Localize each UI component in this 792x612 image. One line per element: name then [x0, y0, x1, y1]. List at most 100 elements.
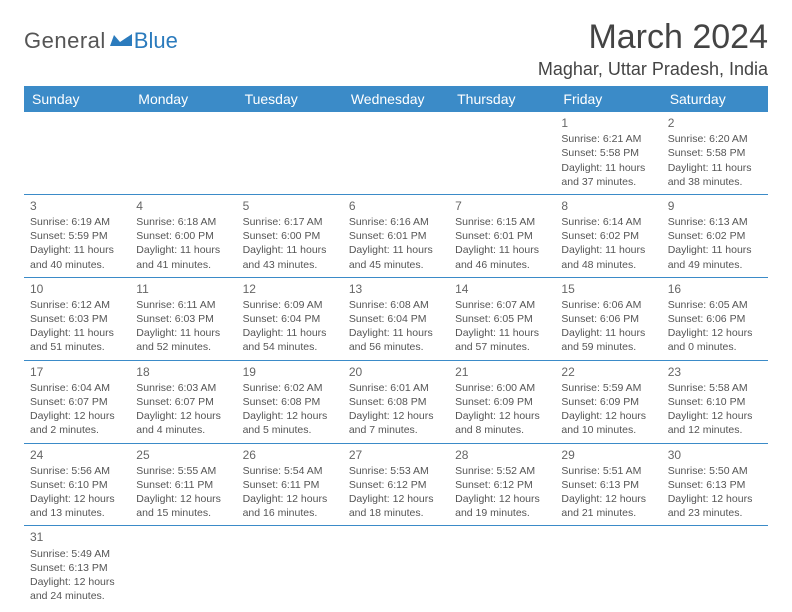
sunrise-line: Sunrise: 6:21 AM: [561, 132, 655, 146]
day-number: 1: [561, 115, 655, 131]
calendar-day-cell: 21Sunrise: 6:00 AMSunset: 6:09 PMDayligh…: [449, 360, 555, 443]
day-number: 3: [30, 198, 124, 214]
sunset-line: Sunset: 6:04 PM: [243, 312, 337, 326]
day-number: 14: [455, 281, 549, 297]
calendar-day-cell: 19Sunrise: 6:02 AMSunset: 6:08 PMDayligh…: [237, 360, 343, 443]
sunrise-line: Sunrise: 6:04 AM: [30, 381, 124, 395]
calendar-day-cell: [449, 112, 555, 194]
day-number: 26: [243, 447, 337, 463]
sunset-line: Sunset: 6:05 PM: [455, 312, 549, 326]
sunrise-line: Sunrise: 6:08 AM: [349, 298, 443, 312]
sunrise-line: Sunrise: 6:20 AM: [668, 132, 762, 146]
calendar-day-cell: 1Sunrise: 6:21 AMSunset: 5:58 PMDaylight…: [555, 112, 661, 194]
sunset-line: Sunset: 6:11 PM: [243, 478, 337, 492]
sunset-line: Sunset: 6:12 PM: [349, 478, 443, 492]
daylight-line: Daylight: 12 hours and 18 minutes.: [349, 492, 443, 520]
daylight-line: Daylight: 11 hours and 54 minutes.: [243, 326, 337, 354]
day-number: 13: [349, 281, 443, 297]
day-number: 4: [136, 198, 230, 214]
sunrise-line: Sunrise: 5:51 AM: [561, 464, 655, 478]
day-number: 31: [30, 529, 124, 545]
calendar-day-cell: [343, 112, 449, 194]
sunrise-line: Sunrise: 5:49 AM: [30, 547, 124, 561]
calendar-week-row: 10Sunrise: 6:12 AM Sunset: 6:03 PM Dayligh…: [24, 277, 768, 360]
day-number: 7: [455, 198, 549, 214]
sunset-line: Sunset: 6:04 PM: [349, 312, 443, 326]
sunrise-line: Sunrise: 6:05 AM: [668, 298, 762, 312]
sunset-line: Sunset: 6:10 PM: [668, 395, 762, 409]
daylight-line: Daylight: 11 hours and 59 minutes.: [561, 326, 655, 354]
sunset-line: Sunset: 6:02 PM: [668, 229, 762, 243]
daylight-line: Daylight: 12 hours and 24 minutes.: [30, 575, 124, 603]
calendar-day-cell: 7Sunrise: 6:15 AMSunset: 6:01 PMDaylight…: [449, 194, 555, 277]
sunrise-line: Sunrise: 6:07 AM: [455, 298, 549, 312]
day-number: 10: [30, 281, 124, 297]
calendar-day-cell: 26Sunrise: 5:54 AMSunset: 6:11 PMDayligh…: [237, 443, 343, 526]
calendar-day-cell: 23Sunrise: 5:58 AMSunset: 6:10 PMDayligh…: [662, 360, 768, 443]
calendar-day-cell: [24, 112, 130, 194]
day-number: 25: [136, 447, 230, 463]
calendar-day-cell: 10Sunrise: 6:12 AMSunset: 6:03 PMDayligh…: [24, 277, 130, 360]
sunrise-line: Sunrise: 6:15 AM: [455, 215, 549, 229]
daylight-line: Daylight: 11 hours and 37 minutes.: [561, 161, 655, 189]
sunset-line: Sunset: 6:08 PM: [243, 395, 337, 409]
sunrise-line: Sunrise: 6:14 AM: [561, 215, 655, 229]
sunrise-line: Sunrise: 6:00 AM: [455, 381, 549, 395]
calendar-day-cell: 3Sunrise: 6:19 AMSunset: 5:59 PMDaylight…: [24, 194, 130, 277]
calendar-day-cell: [449, 526, 555, 608]
calendar-body: 1Sunrise: 6:21 AMSunset: 5:58 PMDaylight…: [24, 112, 768, 608]
calendar-day-cell: [130, 112, 236, 194]
day-number: 19: [243, 364, 337, 380]
calendar-day-cell: 30Sunrise: 5:50 AMSunset: 6:13 PMDayligh…: [662, 443, 768, 526]
calendar-day-cell: [343, 526, 449, 608]
sunrise-line: Sunrise: 6:12 AM: [30, 298, 124, 312]
calendar-day-cell: 25Sunrise: 5:55 AMSunset: 6:11 PMDayligh…: [130, 443, 236, 526]
sunrise-line: Sunrise: 5:55 AM: [136, 464, 230, 478]
sunset-line: Sunset: 6:09 PM: [561, 395, 655, 409]
calendar-week-row: 3Sunrise: 6:19 AMSunset: 5:59 PMDaylight…: [24, 194, 768, 277]
sunrise-line: Sunrise: 6:11 AM: [136, 298, 230, 312]
daylight-line: Daylight: 11 hours and 40 minutes.: [30, 243, 124, 271]
sunset-line: Sunset: 6:13 PM: [30, 561, 124, 575]
calendar-day-cell: 24Sunrise: 5:56 AMSunset: 6:10 PMDayligh…: [24, 443, 130, 526]
sunrise-line: Sunrise: 5:50 AM: [668, 464, 762, 478]
sunrise-line: Sunrise: 6:17 AM: [243, 215, 337, 229]
daylight-line: Daylight: 12 hours and 8 minutes.: [455, 409, 549, 437]
calendar-day-cell: 20Sunrise: 6:01 AMSunset: 6:08 PMDayligh…: [343, 360, 449, 443]
sunset-line: Sunset: 6:00 PM: [243, 229, 337, 243]
calendar-day-cell: 22Sunrise: 5:59 AMSunset: 6:09 PMDayligh…: [555, 360, 661, 443]
calendar-day-cell: [662, 526, 768, 608]
sunset-line: Sunset: 6:03 PM: [136, 312, 230, 326]
day-number: 11: [136, 281, 230, 297]
sunrise-line: Sunrise: 6:09 AM: [243, 298, 337, 312]
calendar-day-cell: [130, 526, 236, 608]
daylight-line: Daylight: 11 hours and 49 minutes.: [668, 243, 762, 271]
calendar-day-cell: [237, 112, 343, 194]
sunrise-line: Sunrise: 5:59 AM: [561, 381, 655, 395]
calendar-week-row: 1Sunrise: 6:21 AMSunset: 5:58 PMDaylight…: [24, 112, 768, 194]
title-block: March 2024 Maghar, Uttar Pradesh, India: [538, 18, 768, 80]
sunset-line: Sunset: 6:11 PM: [136, 478, 230, 492]
sunset-line: Sunset: 5:58 PM: [668, 146, 762, 160]
sunset-line: Sunset: 6:09 PM: [455, 395, 549, 409]
sunset-line: Sunset: 6:06 PM: [561, 312, 655, 326]
day-number: 24: [30, 447, 124, 463]
location: Maghar, Uttar Pradesh, India: [538, 59, 768, 80]
day-number: 2: [668, 115, 762, 131]
month-title: March 2024: [538, 18, 768, 57]
daylight-line: Daylight: 12 hours and 4 minutes.: [136, 409, 230, 437]
day-number: 9: [668, 198, 762, 214]
daylight-line: Daylight: 11 hours and 56 minutes.: [349, 326, 443, 354]
sunset-line: Sunset: 6:00 PM: [136, 229, 230, 243]
sunrise-line: Sunrise: 6:13 AM: [668, 215, 762, 229]
day-number: 23: [668, 364, 762, 380]
sunrise-line: Sunrise: 6:01 AM: [349, 381, 443, 395]
sunset-line: Sunset: 5:58 PM: [561, 146, 655, 160]
daylight-line: Daylight: 11 hours and 57 minutes.: [455, 326, 549, 354]
sunrise-line: Sunrise: 6:19 AM: [30, 215, 124, 229]
calendar-day-cell: 17Sunrise: 6:04 AMSunset: 6:07 PMDayligh…: [24, 360, 130, 443]
sunset-line: Sunset: 6:06 PM: [668, 312, 762, 326]
calendar-day-cell: 28Sunrise: 5:52 AMSunset: 6:12 PMDayligh…: [449, 443, 555, 526]
sunrise-line: Sunrise: 5:52 AM: [455, 464, 549, 478]
sunrise-line: Sunrise: 6:03 AM: [136, 381, 230, 395]
